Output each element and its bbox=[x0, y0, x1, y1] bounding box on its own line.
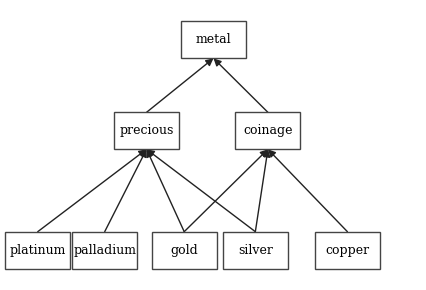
Text: silver: silver bbox=[237, 244, 272, 257]
Text: metal: metal bbox=[195, 33, 231, 46]
Text: platinum: platinum bbox=[9, 244, 66, 257]
Text: gold: gold bbox=[170, 244, 198, 257]
FancyBboxPatch shape bbox=[151, 232, 216, 269]
Text: copper: copper bbox=[325, 244, 368, 257]
Text: palladium: palladium bbox=[73, 244, 136, 257]
FancyBboxPatch shape bbox=[114, 112, 178, 149]
FancyBboxPatch shape bbox=[72, 232, 137, 269]
FancyBboxPatch shape bbox=[5, 232, 70, 269]
Text: coinage: coinage bbox=[242, 124, 292, 137]
FancyBboxPatch shape bbox=[235, 112, 299, 149]
FancyBboxPatch shape bbox=[314, 232, 379, 269]
FancyBboxPatch shape bbox=[181, 21, 245, 58]
Text: precious: precious bbox=[119, 124, 173, 137]
FancyBboxPatch shape bbox=[222, 232, 287, 269]
